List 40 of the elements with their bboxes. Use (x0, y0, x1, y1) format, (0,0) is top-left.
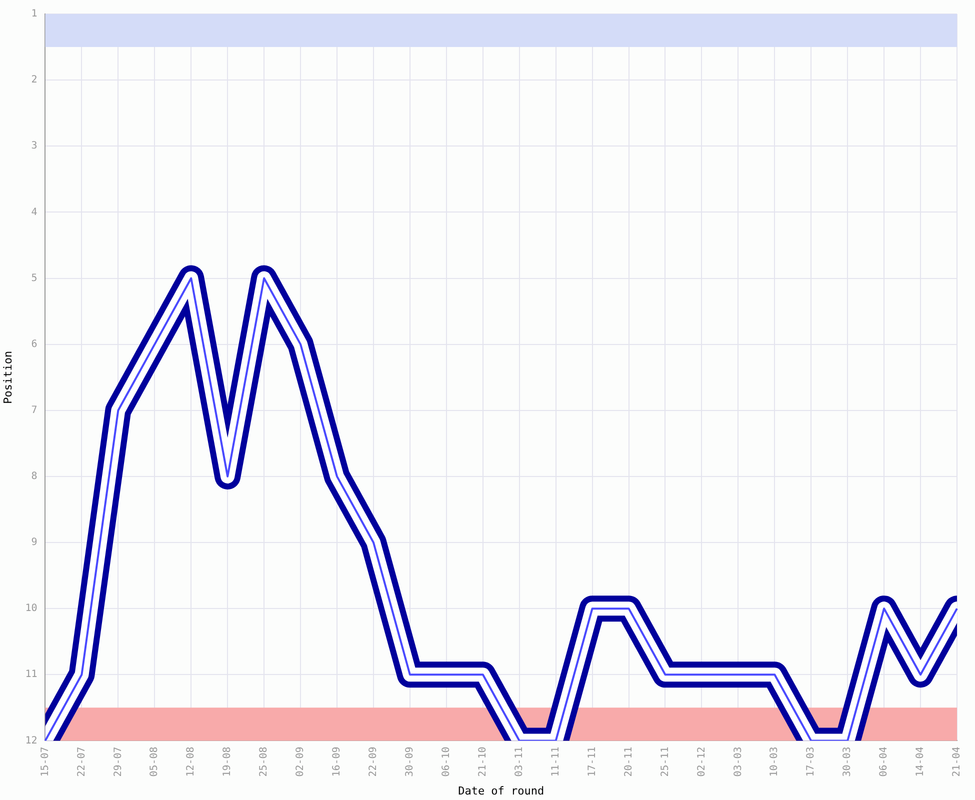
x-axis-title: Date of round (458, 784, 544, 798)
x-tick-label: 19-08 (222, 746, 234, 777)
x-tick-label: 06-10 (441, 746, 452, 777)
x-tick-label: 22-07 (76, 746, 88, 777)
x-tick-label: 25-11 (660, 746, 671, 777)
x-tick-label: 14-04 (915, 746, 926, 777)
x-tick-label: 15-07 (40, 746, 51, 777)
x-tick-label: 03-11 (514, 746, 525, 777)
y-axis-title: Position (1, 350, 14, 404)
x-tick-label: 22-09 (368, 746, 380, 777)
y-tick-label: 7 (31, 404, 38, 416)
x-tick-label: 17-11 (586, 746, 598, 777)
x-tick-label: 30-03 (842, 746, 854, 777)
x-tick-label: 20-11 (623, 746, 634, 777)
x-tick-label: 05-08 (149, 746, 160, 777)
x-tick-label: 16-09 (332, 746, 343, 777)
x-tick-label: 02-12 (696, 746, 708, 777)
y-tick-label: 10 (25, 603, 38, 614)
x-tick-label: 29-07 (112, 746, 124, 777)
x-tick-label: 21-04 (952, 746, 963, 777)
y-tick-label: 12 (25, 735, 38, 746)
y-tick-label: 5 (31, 272, 38, 284)
x-tick-label: 17-03 (806, 746, 817, 777)
x-tick-label: 10-03 (769, 746, 780, 777)
y-tick-label: 8 (31, 471, 38, 482)
x-tick-label: 03-03 (732, 746, 744, 777)
y-tick-label: 2 (31, 74, 38, 86)
y-tick-label: 11 (25, 669, 38, 680)
x-tick-label: 30-09 (404, 746, 416, 777)
y-tick-label: 4 (31, 206, 38, 218)
x-tick-label: 21-10 (477, 746, 488, 777)
x-tick-label: 25-08 (258, 746, 270, 777)
y-tick-label: 1 (31, 8, 38, 20)
x-tick-label: 12-08 (186, 746, 197, 777)
y-tick-label: 9 (31, 537, 38, 548)
x-tick-label: 11-11 (550, 746, 562, 777)
y-tick-label: 6 (31, 338, 38, 350)
x-tick-label: 06-04 (878, 746, 890, 777)
y-tick-label: 3 (31, 140, 38, 152)
x-tick-label: 02-09 (295, 746, 306, 777)
